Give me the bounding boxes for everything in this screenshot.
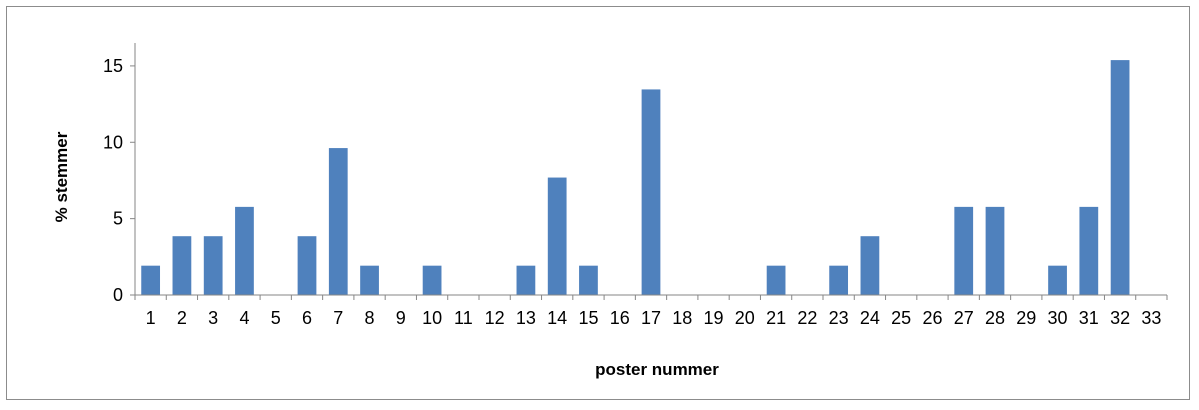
bar-7: [328, 148, 348, 295]
bar-17: [641, 89, 661, 295]
x-tick-label: 7: [333, 308, 343, 328]
x-tick-label: 11: [454, 308, 473, 328]
x-tick-label: 20: [735, 308, 755, 328]
bar-24: [860, 236, 880, 295]
bar-28: [985, 206, 1005, 295]
x-tick-label: 2: [177, 308, 187, 328]
x-tick-label: 26: [922, 308, 942, 328]
x-tick-label: 21: [766, 308, 786, 328]
x-ticks-layer: 1 2 3 4 5 6 7 8 9 10 11 12 13 14 15 16 17 18 19 20 21 22 23 24 2…: [134, 295, 1168, 328]
bar-31: [1079, 206, 1099, 295]
bar-23: [829, 265, 849, 295]
bar-6: [297, 236, 317, 295]
x-tick-label: 13: [516, 308, 536, 328]
x-tick-label: 18: [672, 308, 692, 328]
x-tick-label: 24: [860, 308, 880, 328]
bar-3: [203, 236, 223, 295]
bar-27: [954, 206, 974, 295]
bar-8: [360, 265, 379, 295]
y-tick-label: 10: [103, 132, 123, 152]
x-tick-label: 32: [1110, 308, 1130, 328]
y-tick-label: 5: [113, 209, 123, 229]
x-tick-label: 22: [797, 308, 817, 328]
x-tick-label: 1: [146, 308, 156, 328]
y-tick-label: 15: [103, 56, 123, 76]
x-axis-title: poster nummer: [595, 360, 719, 379]
y-axis-title: % stemmer: [52, 131, 71, 222]
bar-2: [172, 236, 192, 295]
x-tick-label: 5: [271, 308, 281, 328]
x-tick-label: 29: [1016, 308, 1036, 328]
x-tick-label: 16: [610, 308, 630, 328]
x-tick-label: 25: [891, 308, 911, 328]
x-tick-label: 17: [641, 308, 661, 328]
x-tick-label: 8: [365, 308, 375, 328]
bar-1: [141, 265, 161, 295]
bar-14: [547, 177, 567, 295]
bar-15: [579, 265, 598, 295]
x-tick-label: 12: [485, 308, 505, 328]
bar-13: [516, 265, 536, 295]
x-tick-label: 27: [954, 308, 974, 328]
bar-30: [1048, 265, 1067, 295]
bar-4: [235, 206, 254, 295]
x-tick-label: 19: [704, 308, 724, 328]
y-tick-label: 0: [113, 285, 123, 305]
x-tick-label: 15: [578, 308, 598, 328]
bar-10: [422, 265, 442, 295]
x-tick-label: 3: [208, 308, 218, 328]
x-tick-label: 10: [422, 308, 442, 328]
x-tick-label: 4: [239, 308, 249, 328]
x-tick-label: 9: [396, 308, 406, 328]
bar-32: [1110, 60, 1130, 295]
x-tick-label: 23: [829, 308, 849, 328]
chart-frame: 0 5 10 15 1 2 3 4 5 6 7 8 9 10 11 12 13 14 15 16 17 18 19 20 21…: [6, 6, 1190, 400]
bar-21: [766, 265, 786, 295]
x-tick-label: 30: [1048, 308, 1068, 328]
bars-layer: [141, 60, 1130, 295]
x-tick-label: 6: [302, 308, 312, 328]
y-ticks-layer: 0 5 10 15: [103, 56, 135, 305]
x-tick-label: 33: [1141, 308, 1161, 328]
x-tick-label: 14: [547, 308, 567, 328]
x-tick-label: 31: [1079, 308, 1099, 328]
x-tick-label: 28: [985, 308, 1005, 328]
